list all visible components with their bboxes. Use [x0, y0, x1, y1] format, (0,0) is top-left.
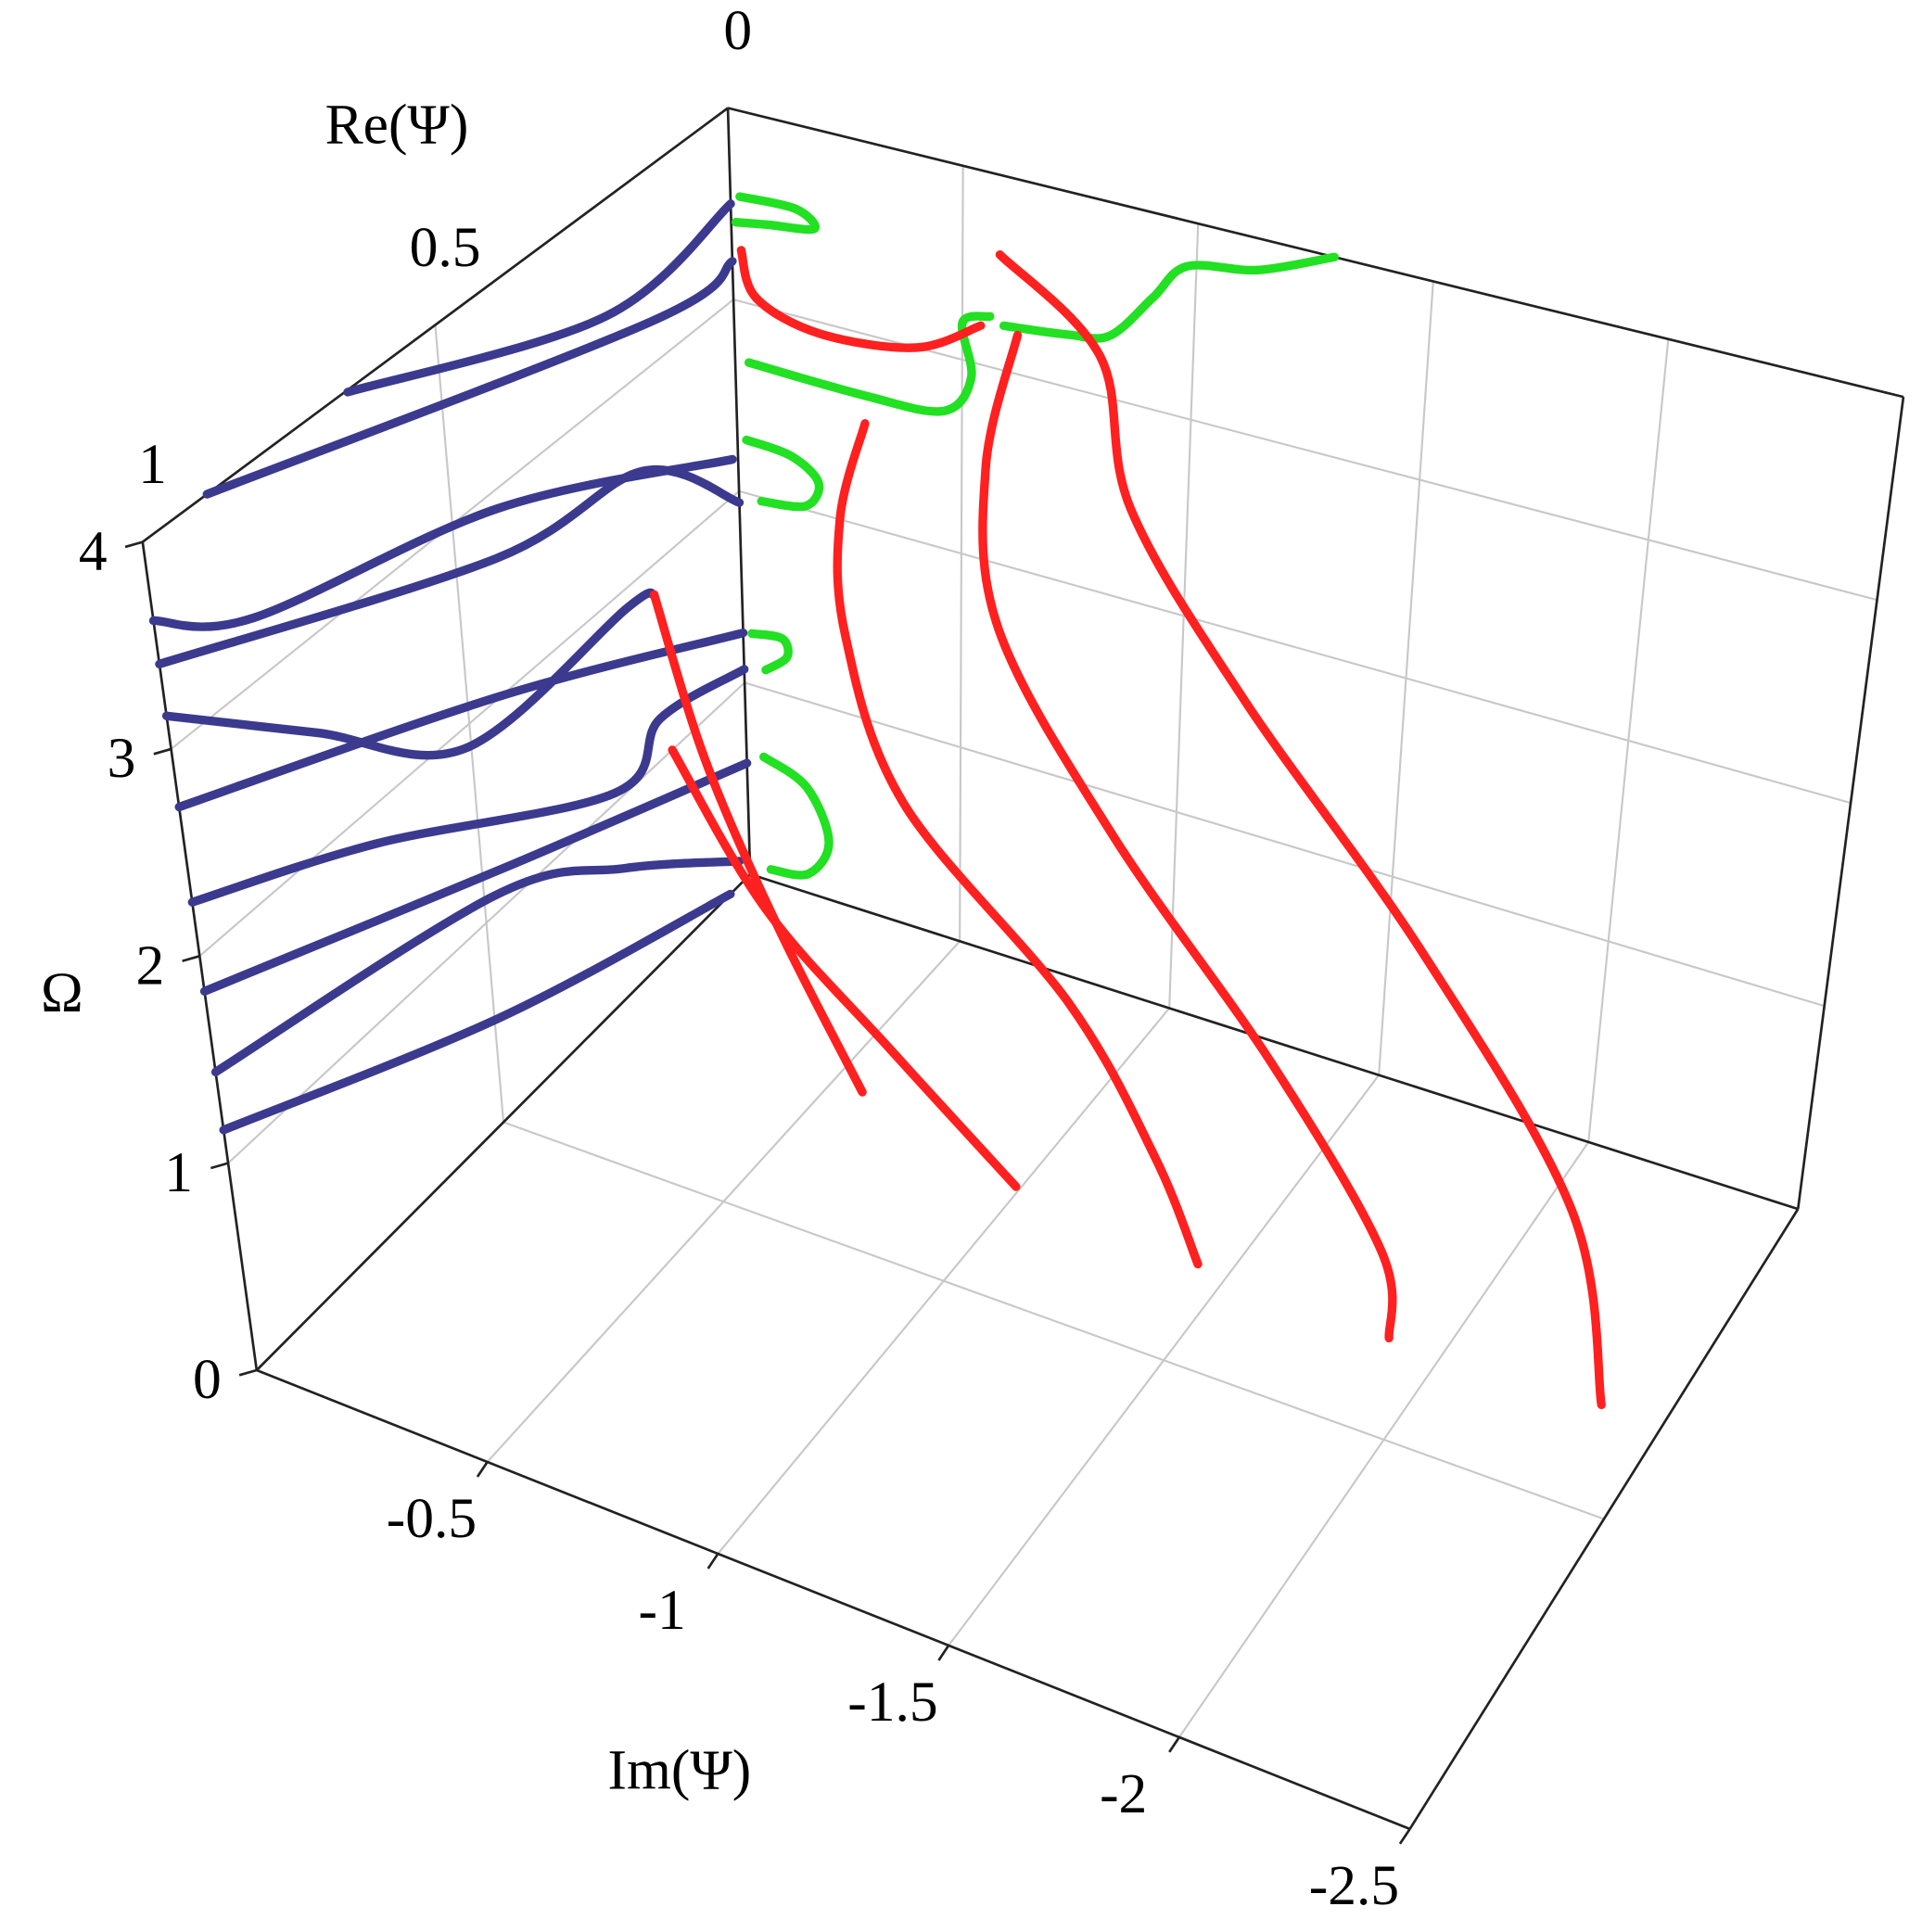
- data-line: [161, 588, 659, 760]
- data-line: [649, 590, 867, 1097]
- y-tick-label: 0.5: [410, 216, 481, 279]
- data-line: [742, 435, 824, 512]
- x-tick: [476, 1461, 489, 1478]
- axis-line: [1796, 396, 1905, 1210]
- plot-area: [148, 192, 1606, 1410]
- data-line: [744, 311, 995, 416]
- data-line: [343, 199, 735, 397]
- z-tick: [210, 1162, 229, 1170]
- x-tick: [1398, 1828, 1411, 1845]
- data-line: [199, 758, 752, 996]
- data-line: [999, 252, 1339, 343]
- x-tick-label: -2.5: [1309, 1854, 1399, 1917]
- grid-line: [227, 681, 745, 1164]
- x-tick-label: -0.5: [387, 1487, 477, 1550]
- z-tick-label: 4: [79, 520, 108, 583]
- x-tick-label: -1.5: [847, 1671, 937, 1734]
- grid-line: [198, 489, 740, 958]
- z-tick-label: 3: [108, 727, 136, 790]
- axis-line: [255, 873, 752, 1371]
- data-line: [174, 628, 748, 812]
- axis-line: [1408, 1208, 1800, 1830]
- z-tick-label: 0: [193, 1348, 222, 1411]
- data-line: [747, 629, 793, 675]
- data-line: [995, 250, 1606, 1410]
- data-line: [978, 330, 1397, 1343]
- z-tick: [124, 540, 144, 549]
- x-tick: [706, 1553, 719, 1570]
- axis-line: [142, 107, 729, 543]
- y-tick-label: 0: [723, 0, 752, 62]
- data-line: [210, 857, 745, 1077]
- labels: Re(Ψ) Ω Im(Ψ) 0 1 2 3 4 -0.5 -1 -1.5 -2 -2.5 0 0.5 1: [41, 0, 1411, 1917]
- data-line: [155, 464, 745, 669]
- x-axis-title: Im(Ψ): [608, 1738, 752, 1801]
- z-tick-label: 1: [164, 1141, 193, 1204]
- z-axis-title: Ω: [41, 961, 83, 1024]
- z-tick: [182, 955, 200, 962]
- axis-line: [749, 872, 1799, 1211]
- x-tick: [937, 1645, 950, 1661]
- z-tick: [153, 747, 172, 756]
- data-line: [833, 419, 1203, 1269]
- axis-line: [727, 107, 1904, 399]
- axis-line: [726, 108, 752, 875]
- x-tick-label: -2: [1100, 1762, 1147, 1825]
- data-line: [731, 192, 820, 235]
- x-tick: [1168, 1736, 1180, 1753]
- y-tick-label: 1: [138, 433, 167, 496]
- grid-line: [744, 681, 1825, 1008]
- grid-line: [503, 1121, 1605, 1520]
- data-line: [187, 665, 749, 907]
- axis-line: [256, 1368, 1411, 1831]
- z-tick-label: 2: [135, 934, 164, 997]
- data-line: [736, 246, 986, 352]
- grid-line: [738, 489, 1852, 805]
- x-tick-label: -1: [639, 1579, 686, 1642]
- data-line: [668, 745, 1021, 1191]
- y-axis-title: Re(Ψ): [325, 94, 469, 157]
- grid: [141, 107, 1905, 1831]
- data-line: [759, 752, 834, 880]
- data-line: [219, 889, 735, 1135]
- data-line: [202, 257, 737, 499]
- z-tick: [238, 1368, 258, 1377]
